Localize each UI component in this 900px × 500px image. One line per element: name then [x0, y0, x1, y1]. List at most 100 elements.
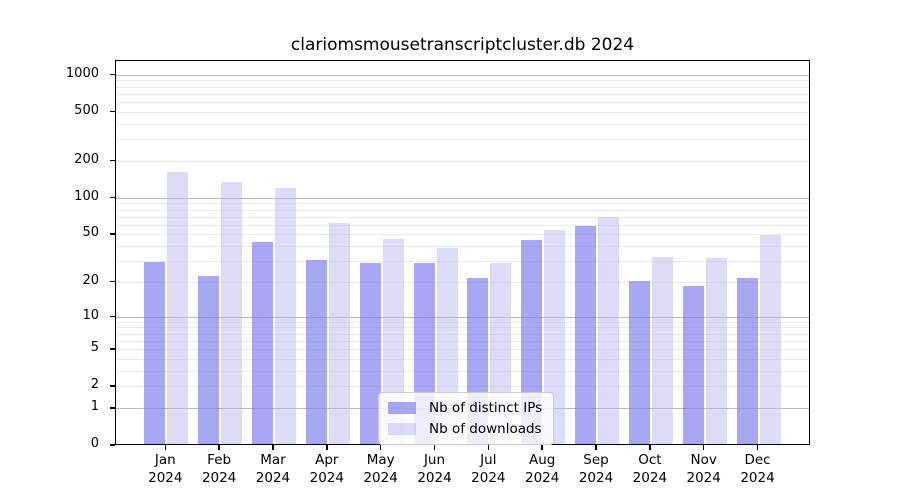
minor-gridline — [116, 86, 809, 88]
minor-gridline — [116, 102, 809, 104]
bar-apr-downloads — [328, 222, 350, 444]
bar-dec-downloads — [759, 235, 781, 444]
y-tick-label-1: 1 — [90, 399, 99, 415]
minor-gridline — [116, 246, 809, 248]
y-tick-label-200: 200 — [74, 151, 99, 167]
y-tick-mark — [110, 407, 115, 409]
minor-gridline — [116, 261, 809, 263]
bar-jan-downloads — [167, 171, 189, 444]
minor-gridline — [116, 234, 809, 236]
y-tick-label-2: 2 — [90, 377, 99, 393]
bar-oct-downloads — [651, 256, 673, 444]
y-tick-mark — [110, 281, 115, 283]
minor-gridline — [116, 203, 809, 205]
minor-gridline — [116, 327, 809, 329]
y-tick-mark — [110, 444, 115, 446]
minor-gridline — [116, 358, 809, 360]
y-tick-label-500: 500 — [74, 102, 99, 118]
minor-gridline — [116, 80, 809, 82]
x-tick-label-dec: Dec 2024 — [740, 452, 775, 486]
y-tick-label-10: 10 — [82, 307, 99, 323]
bar-dec-distinct-ips — [736, 278, 758, 444]
x-tick-mark — [756, 445, 759, 451]
y-tick-mark — [110, 315, 115, 318]
legend-row: Nb of downloads — [388, 421, 542, 437]
major-gridline — [116, 316, 809, 318]
bar-nov-distinct-ips — [682, 286, 704, 444]
x-tick-label-nov: Nov 2024 — [686, 452, 721, 486]
y-tick-mark — [110, 73, 115, 76]
minor-gridline — [116, 209, 809, 211]
x-tick-label-jun: Jun 2024 — [417, 452, 452, 486]
bar-aug-downloads — [544, 230, 566, 444]
y-tick-label-20: 20 — [82, 273, 99, 288]
y-tick-label-1000: 1000 — [65, 65, 99, 81]
x-tick-mark — [487, 445, 490, 451]
y-axis-labels: 0 1 2 5 10 20 50 100 200 500 1000 — [0, 60, 107, 452]
minor-gridline — [116, 93, 809, 95]
y-tick-mark — [110, 348, 115, 350]
bar-may-distinct-ips — [359, 263, 381, 444]
x-tick-label-mar: Mar 2024 — [255, 452, 291, 486]
x-tick-label-feb: Feb 2024 — [201, 452, 237, 486]
legend-label: Nb of distinct IPs — [429, 400, 543, 416]
legend: Nb of distinct IPs Nb of downloads — [378, 392, 555, 445]
x-tick-mark — [326, 445, 328, 451]
y-tick-label-100: 100 — [74, 188, 99, 204]
plot-area: Nb of distinct IPs Nb of downloads — [115, 60, 810, 445]
y-tick-label-50: 50 — [82, 225, 99, 241]
x-tick-mark — [218, 445, 220, 451]
legend-swatch-icon — [388, 423, 416, 435]
y-tick-mark — [110, 385, 115, 387]
minor-gridline — [116, 111, 809, 113]
minor-gridline — [116, 123, 809, 125]
minor-gridline — [116, 370, 809, 372]
y-tick-mark — [110, 110, 115, 113]
minor-gridline — [116, 340, 809, 342]
major-gridline — [116, 74, 809, 76]
minor-gridline — [116, 386, 809, 388]
y-tick-mark — [110, 196, 115, 199]
x-tick-mark — [541, 445, 543, 451]
x-tick-label-jan: Jan 2024 — [148, 452, 183, 486]
bar-mar-distinct-ips — [251, 242, 273, 444]
x-tick-mark — [433, 445, 436, 451]
y-tick-mark — [110, 233, 115, 235]
minor-gridline — [116, 349, 809, 351]
minor-gridline — [116, 216, 809, 218]
y-tick-label-0: 0 — [90, 436, 99, 452]
x-tick-label-aug: Aug 2024 — [524, 452, 560, 486]
x-tick-label-sep: Sep 2024 — [578, 452, 614, 486]
x-tick-label-oct: Oct 2024 — [632, 452, 668, 486]
minor-gridline — [116, 282, 809, 283]
bar-mar-downloads — [274, 188, 296, 444]
minor-gridline — [116, 321, 809, 323]
minor-gridline — [116, 139, 809, 141]
x-tick-label-jul: Jul 2024 — [471, 452, 506, 486]
minor-gridline — [116, 333, 809, 335]
x-tick-label-apr: Apr 2024 — [309, 452, 344, 486]
chart-title: clariomsmousetranscriptcluster.db 2024 — [290, 35, 635, 55]
bar-feb-distinct-ips — [198, 275, 220, 444]
legend-swatch-icon — [388, 402, 416, 414]
y-tick-mark — [110, 159, 115, 162]
x-tick-mark — [595, 445, 597, 451]
minor-gridline — [116, 224, 809, 226]
legend-label: Nb of downloads — [429, 421, 542, 437]
y-tick-label-5: 5 — [90, 340, 99, 356]
x-tick-mark — [272, 445, 274, 451]
legend-row: Nb of distinct IPs — [388, 400, 542, 416]
x-tick-mark — [164, 445, 166, 451]
bar-feb-downloads — [221, 182, 243, 444]
bar-sep-downloads — [598, 216, 620, 444]
bar-nov-downloads — [705, 258, 727, 444]
x-tick-mark — [703, 445, 705, 451]
x-tick-mark — [379, 445, 382, 451]
major-gridline — [116, 197, 809, 199]
x-tick-label-may: May 2024 — [363, 452, 398, 486]
x-tick-mark — [649, 445, 651, 451]
minor-gridline — [116, 160, 809, 162]
bar-apr-distinct-ips — [305, 259, 327, 444]
bar-jan-distinct-ips — [144, 261, 166, 444]
